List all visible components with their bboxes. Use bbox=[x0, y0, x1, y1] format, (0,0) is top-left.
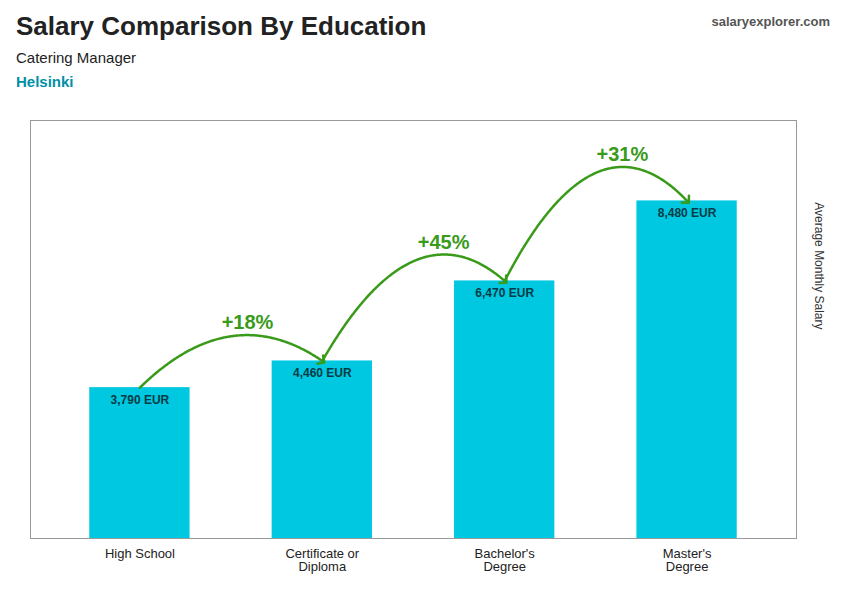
svg-text:Master'sDegree: Master'sDegree bbox=[663, 546, 712, 574]
svg-text:Bachelor'sDegree: Bachelor'sDegree bbox=[475, 546, 536, 574]
svg-text:+45%: +45% bbox=[418, 231, 470, 253]
html-text:Catering Manager: Catering Manager bbox=[16, 49, 137, 66]
svg-text:High School: High School bbox=[105, 546, 175, 561]
html-text:salaryexplorer.com: salaryexplorer.com bbox=[711, 14, 830, 29]
svg-text:6,470 EUR: 6,470 EUR bbox=[475, 286, 534, 300]
svg-text:Average Monthly Salary: Average Monthly Salary bbox=[812, 202, 826, 329]
svg-text:8,480 EUR: 8,480 EUR bbox=[658, 206, 717, 220]
svg-text:+18%: +18% bbox=[222, 311, 274, 333]
svg-text:+31%: +31% bbox=[596, 143, 648, 165]
svg-text:Certificate orDiploma: Certificate orDiploma bbox=[285, 546, 359, 574]
html-text:Helsinki: Helsinki bbox=[16, 73, 74, 90]
html-text:Salary Comparison By Education: Salary Comparison By Education bbox=[16, 11, 427, 41]
svg-text:4,460 EUR: 4,460 EUR bbox=[293, 366, 352, 380]
svg-text:3,790 EUR: 3,790 EUR bbox=[111, 393, 170, 407]
